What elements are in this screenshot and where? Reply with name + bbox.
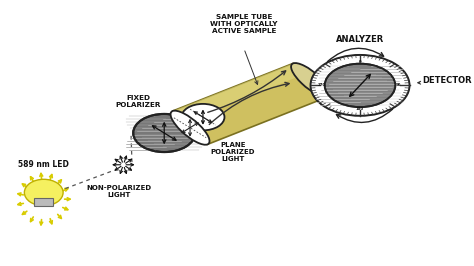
Circle shape [310,55,410,116]
Text: DETECTOR: DETECTOR [422,76,472,85]
Text: FIXED
POLARIZER: FIXED POLARIZER [116,95,161,108]
Text: SAMPLE TUBE
WITH OPTICALLY
ACTIVE SAMPLE: SAMPLE TUBE WITH OPTICALLY ACTIVE SAMPLE [210,14,278,34]
Circle shape [182,104,225,130]
Text: 180: 180 [356,107,364,111]
Ellipse shape [24,179,63,206]
FancyBboxPatch shape [34,198,53,206]
Text: 0: 0 [359,60,361,64]
Text: 90: 90 [396,83,401,87]
Text: 589 nm LED: 589 nm LED [18,160,69,169]
Polygon shape [173,63,304,122]
Polygon shape [173,63,328,144]
Text: 270: 270 [317,83,325,87]
Ellipse shape [171,111,210,145]
Ellipse shape [291,63,330,97]
Text: NON-POLARIZED
LIGHT: NON-POLARIZED LIGHT [86,185,152,198]
Text: ANALYZER: ANALYZER [336,35,384,44]
Circle shape [133,114,195,152]
Text: PLANE
POLARIZED
LIGHT: PLANE POLARIZED LIGHT [211,142,255,162]
Circle shape [325,64,395,107]
